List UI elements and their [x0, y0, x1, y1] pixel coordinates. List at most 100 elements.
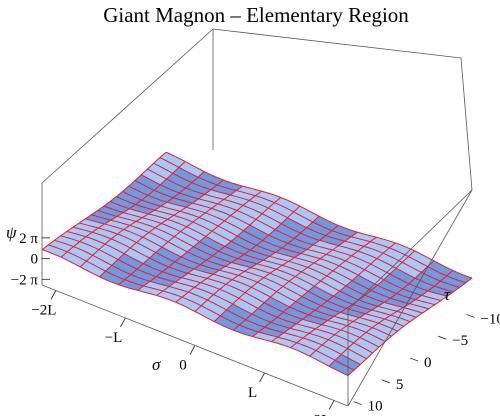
surface-patch: [257, 277, 283, 292]
surface-patch: [233, 325, 259, 337]
surface-patch: [320, 275, 346, 292]
mesh-line-tau: [165, 151, 473, 279]
surface-patch: [338, 241, 364, 252]
surface-patch: [123, 208, 149, 218]
surface-patch: [211, 203, 237, 216]
mesh-line-tau: [159, 157, 466, 284]
psi-tick-label: −2 π: [11, 272, 39, 288]
surface-patch: [353, 317, 379, 328]
surface-patch: [249, 195, 275, 209]
surface-patch: [141, 169, 167, 185]
surface-patch: [269, 269, 296, 282]
surface-patch: [295, 296, 322, 311]
surface-patch: [42, 244, 68, 258]
surface-patch: [326, 270, 353, 286]
surface-patch: [409, 299, 435, 309]
surface-patch: [118, 253, 144, 270]
surface-patch: [92, 249, 118, 266]
surface-patch: [300, 227, 326, 241]
surface-patch: [352, 275, 378, 291]
box-back: [41, 28, 473, 285]
axes: −2L −L 0 L 2L −10 −5 0 5 10 −2 π 0 2 π: [11, 231, 500, 416]
surface-patch: [408, 250, 434, 267]
surface-patch: [316, 345, 342, 361]
surface-patch: [268, 202, 294, 218]
surface-patch: [359, 332, 386, 348]
surface-patch: [219, 266, 245, 276]
surface-patch: [192, 217, 219, 232]
psi-tick-label: 2 π: [19, 231, 38, 247]
surface-patch: [322, 339, 348, 355]
surface-patch: [118, 279, 144, 291]
surface-patch: [287, 211, 313, 228]
surface-patch: [282, 261, 308, 272]
surface-patch: [80, 261, 106, 277]
surface-patch: [262, 208, 288, 224]
surface-patch: [111, 234, 137, 248]
mesh-line-tau: [116, 196, 423, 314]
surface-patch: [116, 191, 142, 205]
surface-patch: [290, 342, 316, 357]
surface-patch: [308, 286, 334, 301]
tau-tick-label: 0: [424, 355, 432, 371]
surface-patch: [251, 308, 278, 323]
surface-patch: [232, 275, 258, 288]
surface-patch: [371, 306, 398, 316]
surface-patch: [224, 215, 250, 231]
tau-tick-label: 10: [368, 399, 383, 415]
surface-patch: [143, 281, 170, 291]
surface-patch: [402, 283, 429, 296]
surface-patch: [104, 220, 130, 230]
surface-patch: [182, 292, 208, 306]
surface-patch: [162, 266, 188, 278]
surface-patch: [230, 210, 256, 226]
surface-patch: [366, 327, 392, 342]
surface-patch: [339, 285, 365, 300]
surface-patch: [389, 268, 416, 284]
surface-patch: [201, 300, 227, 316]
surface-patch: [409, 278, 435, 291]
sigma-tick-label: −L: [105, 330, 123, 346]
surface-patch: [142, 213, 168, 224]
mesh-line-tau: [60, 235, 367, 360]
surface-patch: [186, 222, 212, 237]
surface-patch: [187, 246, 213, 261]
surface-patch: [275, 248, 301, 258]
mesh-line-tau: [110, 200, 417, 318]
surface-patch: [321, 300, 347, 313]
surface-patch: [178, 161, 205, 178]
surface-patch: [167, 215, 193, 227]
surface-patch: [135, 200, 161, 211]
surface-patch: [147, 163, 173, 180]
surface-patch: [211, 184, 237, 195]
surface-patch: [308, 310, 334, 321]
surface-patch: [174, 256, 201, 269]
surface-patch: [217, 199, 243, 211]
sigma-tick: [189, 345, 196, 355]
surface-patch: [181, 251, 207, 265]
sigma-tick: [50, 290, 57, 300]
mesh-line-tau: [79, 222, 386, 343]
surface-patch: [321, 320, 347, 330]
surface-patch: [226, 279, 252, 293]
surface-patch: [263, 256, 289, 266]
surface-patch: [236, 205, 263, 220]
surface-patch: [257, 260, 283, 270]
surface-patch: [193, 264, 220, 275]
surface-patch: [263, 273, 290, 287]
surface-patch: [277, 332, 303, 343]
surface-patch: [359, 313, 385, 324]
surface-patch: [130, 269, 157, 282]
surface-patch: [244, 250, 270, 261]
surface-patch: [243, 200, 269, 214]
surface-patch: [264, 322, 291, 333]
tau-tick-label: 5: [396, 377, 404, 393]
surface-patch: [212, 251, 238, 263]
surface-patch: [79, 218, 105, 228]
sigma-axis-label: σ: [152, 355, 161, 374]
surface-patch: [352, 299, 378, 311]
surface-patch: [166, 173, 192, 188]
surface-patch: [160, 202, 187, 212]
surface-patch: [245, 287, 271, 303]
surface-patch: [314, 281, 340, 296]
